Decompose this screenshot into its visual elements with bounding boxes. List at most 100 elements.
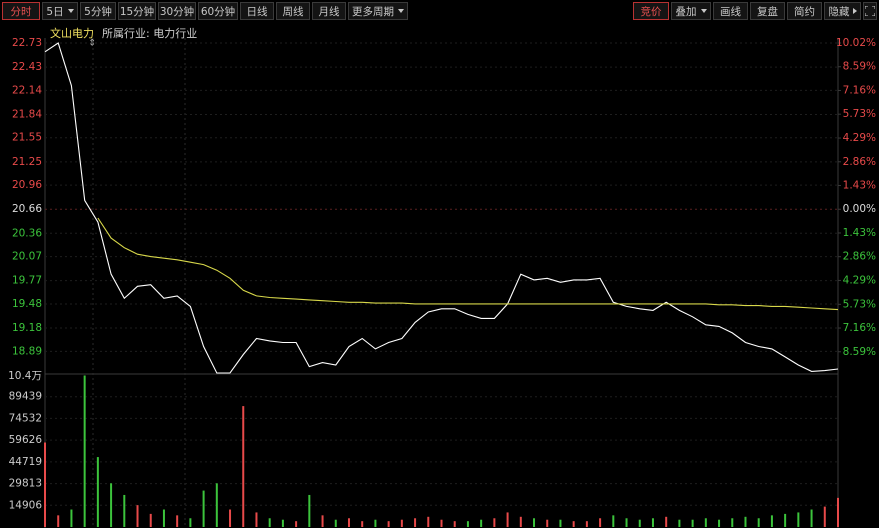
volume-bar (96, 457, 99, 527)
toolbar-button[interactable]: 画线 (713, 2, 748, 20)
price-line (97, 217, 839, 311)
volume-bar (757, 518, 760, 527)
y-tick-label: 22.73 (12, 37, 42, 49)
toolbar: 分时 5日 5分钟 15分钟 30分钟 60分钟 日线 周线 月线 更多周期 竞价 叠加 画线 复盘 简约隐… (0, 0, 879, 22)
y-tick-label: 20.07 (12, 251, 42, 263)
volume-bar (281, 519, 284, 527)
volume-bar (533, 518, 536, 527)
y2-tick-label: 8.59% (843, 346, 876, 358)
volume-bar (295, 521, 298, 527)
volume-bar (770, 515, 773, 527)
volume-bar (612, 515, 615, 527)
volume-bar (308, 494, 311, 527)
volume-bar (651, 518, 654, 527)
volume-bar (572, 521, 575, 527)
toolbar-button[interactable]: 60分钟 (198, 2, 238, 20)
price-line (44, 42, 839, 374)
volume-bar (57, 515, 60, 527)
volume-bar (453, 521, 456, 527)
y2-tick-label: 2.86% (843, 251, 876, 263)
volume-bar (466, 521, 469, 527)
y2-tick-label: 5.73% (843, 298, 876, 310)
volume-bar (387, 521, 390, 527)
volume-bar (255, 512, 258, 527)
volume-bar (427, 516, 430, 527)
volume-bar (519, 516, 522, 527)
volume-bar (718, 519, 721, 527)
volume-bar (83, 375, 86, 527)
y-tick-label: 22.14 (12, 84, 42, 96)
volume-bar (625, 518, 628, 527)
y-tick-label: 19.18 (12, 322, 42, 334)
volume-bar (559, 519, 562, 527)
volume-bar (493, 518, 496, 527)
volume-bar (321, 515, 324, 527)
toolbar-button[interactable]: 更多周期 (348, 2, 408, 20)
y-tick-label: 21.25 (12, 156, 42, 168)
y2-tick-label: 4.29% (843, 132, 876, 144)
toolbar-button[interactable]: 复盘 (750, 2, 785, 20)
y-tick-label: 20.36 (12, 227, 42, 239)
toolbar-button[interactable]: 5分钟 (80, 2, 116, 20)
volume-bar (665, 516, 668, 527)
volume-bar (638, 519, 641, 527)
y-tick-label: 14906 (9, 499, 43, 511)
y2-tick-label: 10.02% (836, 37, 876, 49)
y-tick-label: 20.66 (12, 203, 42, 215)
volume-bar (480, 519, 483, 527)
y-tick-label: 19.48 (12, 298, 42, 310)
volume-bar (123, 494, 126, 527)
volume-bar (678, 519, 681, 527)
volume-bar (506, 512, 509, 527)
y-tick-label: 19.77 (12, 275, 42, 287)
volume-bar (347, 518, 350, 527)
toolbar-button[interactable]: 30分钟 (158, 2, 196, 20)
toolbar-button[interactable]: 周线 (276, 2, 310, 20)
volume-bar (176, 515, 179, 527)
y2-tick-label: 4.29% (843, 274, 876, 286)
volume-bar (585, 521, 588, 527)
y2-tick-label: 1.43% (843, 227, 876, 239)
volume-bar (215, 483, 218, 527)
fullscreen-icon[interactable] (863, 2, 877, 20)
y2-tick-label: 0.00% (843, 203, 876, 215)
toolbar-button[interactable]: 月线 (312, 2, 346, 20)
y2-tick-label: 7.16% (843, 84, 876, 96)
toolbar-button[interactable]: 隐藏 (824, 2, 861, 20)
volume-bar (784, 513, 787, 527)
volume-bar (361, 521, 364, 527)
y-tick-label: 59626 (9, 434, 43, 446)
toolbar-button[interactable]: 15分钟 (118, 2, 156, 20)
volume-bar (823, 506, 826, 527)
toolbar-button[interactable]: 5日 (42, 2, 78, 20)
toolbar-button[interactable]: 叠加 (671, 2, 711, 20)
volume-bar (149, 513, 152, 527)
toolbar-button[interactable]: 竞价 (633, 2, 669, 20)
volume-bar (704, 518, 707, 527)
volume-bar (229, 509, 232, 527)
volume-bar (189, 518, 192, 527)
y-tick-label: 74532 (9, 412, 42, 424)
stock-info: 文山电力 所属行业: 电力行业 (50, 25, 197, 41)
volume-bar (44, 442, 46, 527)
volume-bar (136, 505, 139, 527)
y-tick-label: 29813 (9, 478, 42, 490)
y2-tick-label: 5.73% (843, 108, 876, 120)
volume-bar (374, 519, 377, 527)
y-tick-label: 10.4万 (8, 370, 42, 382)
toolbar-button[interactable]: 日线 (240, 2, 274, 20)
toolbar-button[interactable]: 简约 (787, 2, 822, 20)
y-tick-label: 22.43 (12, 61, 42, 73)
volume-bar (744, 516, 747, 527)
y-tick-label: 21.84 (12, 108, 42, 120)
volume-bar (414, 518, 417, 527)
volume-bar (242, 406, 245, 527)
y2-tick-label: 7.16% (843, 322, 876, 334)
volume-bar (268, 518, 271, 527)
toolbar-button[interactable]: 分时 (2, 2, 40, 20)
y-tick-label: 20.96 (12, 179, 42, 191)
volume-bar (599, 518, 602, 527)
volume-bar (162, 509, 165, 527)
